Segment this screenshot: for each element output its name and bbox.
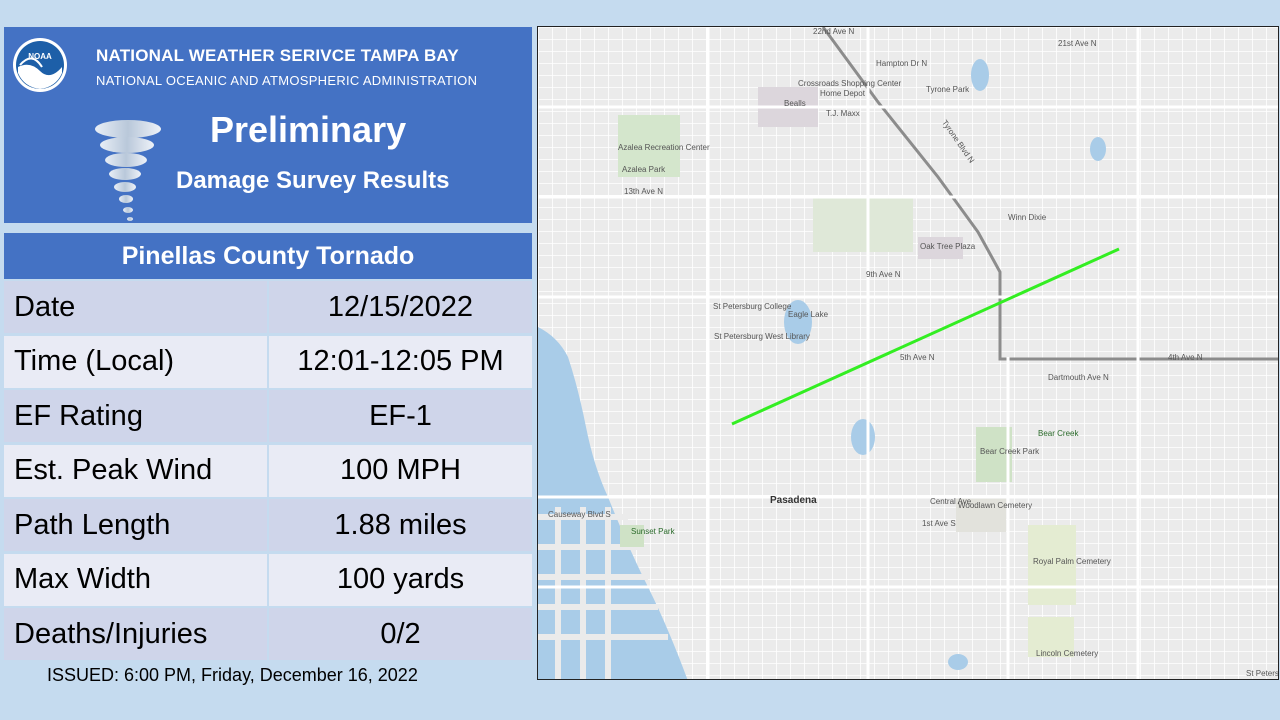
map-graphic xyxy=(538,27,1278,679)
map-label-1st-ave-s: 1st Ave S xyxy=(922,519,956,528)
table-row-max-width: Max Width 100 yards xyxy=(4,553,532,606)
lake-water-north xyxy=(971,59,989,91)
woodlawn-cemetery-area xyxy=(956,497,1006,532)
row-label: Max Width xyxy=(4,553,267,606)
map-label-st-pete: St Petersb xyxy=(1246,669,1279,678)
row-value: 12:01-12:05 PM xyxy=(269,335,532,388)
map-label-causeway: Causeway Blvd S xyxy=(548,510,611,519)
tornado-path-map[interactable]: Crossroads Shopping Center Home Depot T.… xyxy=(537,26,1279,680)
island-streets-vertical xyxy=(555,507,611,679)
row-value: 12/15/2022 xyxy=(269,281,532,333)
row-value: 1.88 miles xyxy=(269,499,532,551)
table-row-date: Date 12/15/2022 xyxy=(4,281,532,333)
map-label-bealls: Bealls xyxy=(784,99,806,108)
map-label-crossroads: Crossroads Shopping Center xyxy=(798,79,902,88)
map-label-pasadena: Pasadena xyxy=(770,495,817,506)
map-label-hampton: Hampton Dr N xyxy=(876,59,928,68)
azalea-park-area xyxy=(618,115,680,177)
sunset-park-area xyxy=(620,525,644,547)
map-label-tyrone-park: Tyrone Park xyxy=(926,85,970,94)
map-label-dartmouth: Dartmouth Ave N xyxy=(1048,373,1109,382)
map-label-5th-ave: 5th Ave N xyxy=(900,353,935,362)
org-name: NATIONAL WEATHER SERIVCE TAMPA BAY xyxy=(96,46,459,65)
row-label: Time (Local) xyxy=(4,335,267,388)
org-subtitle: NATIONAL OCEANIC AND ATMOSPHERIC ADMINIS… xyxy=(96,73,478,88)
bay-water xyxy=(538,327,688,679)
row-label: Deaths/Injuries xyxy=(4,608,267,660)
map-label-sunset-park: Sunset Park xyxy=(631,527,675,536)
row-label: Path Length xyxy=(4,499,267,551)
table-row-time: Time (Local) 12:01-12:05 PM xyxy=(4,335,532,388)
row-value: 0/2 xyxy=(269,608,532,660)
map-label-spc: St Petersburg College xyxy=(713,302,792,311)
row-value: 100 yards xyxy=(269,553,532,606)
oak-tree-plaza-block xyxy=(918,237,963,259)
lake-water-east xyxy=(1090,137,1106,161)
row-label: EF Rating xyxy=(4,390,267,442)
lake-water-south xyxy=(948,654,968,670)
svg-text:NOAA: NOAA xyxy=(28,52,52,61)
map-label-home-depot: Home Depot xyxy=(820,89,865,98)
row-value: EF-1 xyxy=(269,390,532,442)
map-label-13th-ave: 13th Ave N xyxy=(624,187,663,196)
table-row-deaths-injuries: Deaths/Injuries 0/2 xyxy=(4,608,532,660)
green-area xyxy=(813,197,913,252)
map-label-spwl: St Petersburg West Library xyxy=(714,332,810,341)
map-label-lincoln: Lincoln Cemetery xyxy=(1036,649,1099,658)
eagle-lake-water xyxy=(784,300,812,344)
tornado-path-line xyxy=(731,247,1120,426)
bear-creek-park-area xyxy=(976,427,1012,482)
map-label-9th-ave: 9th Ave N xyxy=(866,270,901,279)
map-label-woodlawn: Woodlawn Cemetery xyxy=(958,501,1033,510)
royal-palm-cemetery-area xyxy=(1028,525,1076,605)
issued-timestamp: ISSUED: 6:00 PM, Friday, December 16, 20… xyxy=(47,665,418,685)
details-table: Date 12/15/2022 Time (Local) 12:01-12:05… xyxy=(4,281,532,663)
header-panel: NOAA NATIONAL WEATHER SERIVCE TAMPA BAY … xyxy=(4,27,532,223)
arterial-roads-horizontal xyxy=(538,105,1278,589)
map-label-bear-creek-park: Bear Creek Park xyxy=(980,447,1040,456)
table-row-ef-rating: EF Rating EF-1 xyxy=(4,390,532,442)
row-label: Est. Peak Wind xyxy=(4,444,267,497)
map-label-tj-maxx: T.J. Maxx xyxy=(826,109,860,118)
title-damage-survey: Damage Survey Results xyxy=(176,167,450,194)
map-label-bear-creek: Bear Creek xyxy=(1038,429,1079,438)
noaa-logo: NOAA xyxy=(13,38,67,92)
lake-water xyxy=(851,419,875,455)
map-label-central-ave: Central Ave xyxy=(930,497,972,506)
tornado-icon xyxy=(95,120,161,221)
title-preliminary: Preliminary xyxy=(210,109,407,150)
arterial-roads-vertical xyxy=(706,27,1140,679)
table-row-peak-wind: Est. Peak Wind 100 MPH xyxy=(4,444,532,497)
map-label-azalea-park: Azalea Park xyxy=(622,165,666,174)
map-label-4th-ave-e: 4th Ave N xyxy=(1168,353,1203,362)
map-label-eagle-lake: Eagle Lake xyxy=(788,310,829,319)
lincoln-cemetery-area xyxy=(1028,617,1074,657)
map-label-winn-dixie: Winn Dixie xyxy=(1008,213,1047,222)
table-title: Pinellas County Tornado xyxy=(4,233,532,279)
row-value: 100 MPH xyxy=(269,444,532,497)
map-label-22nd-ave: 22nd Ave N xyxy=(813,27,855,36)
major-roads xyxy=(821,27,1278,361)
map-label-oak-tree: Oak Tree Plaza xyxy=(920,242,976,251)
map-label-azalea: Azalea Recreation Center xyxy=(618,143,710,152)
row-label: Date xyxy=(4,281,267,333)
map-label-royal-palm: Royal Palm Cemetery xyxy=(1033,557,1111,566)
table-row-path-length: Path Length 1.88 miles xyxy=(4,499,532,551)
map-label-21st-ave: 21st Ave N xyxy=(1058,39,1097,48)
